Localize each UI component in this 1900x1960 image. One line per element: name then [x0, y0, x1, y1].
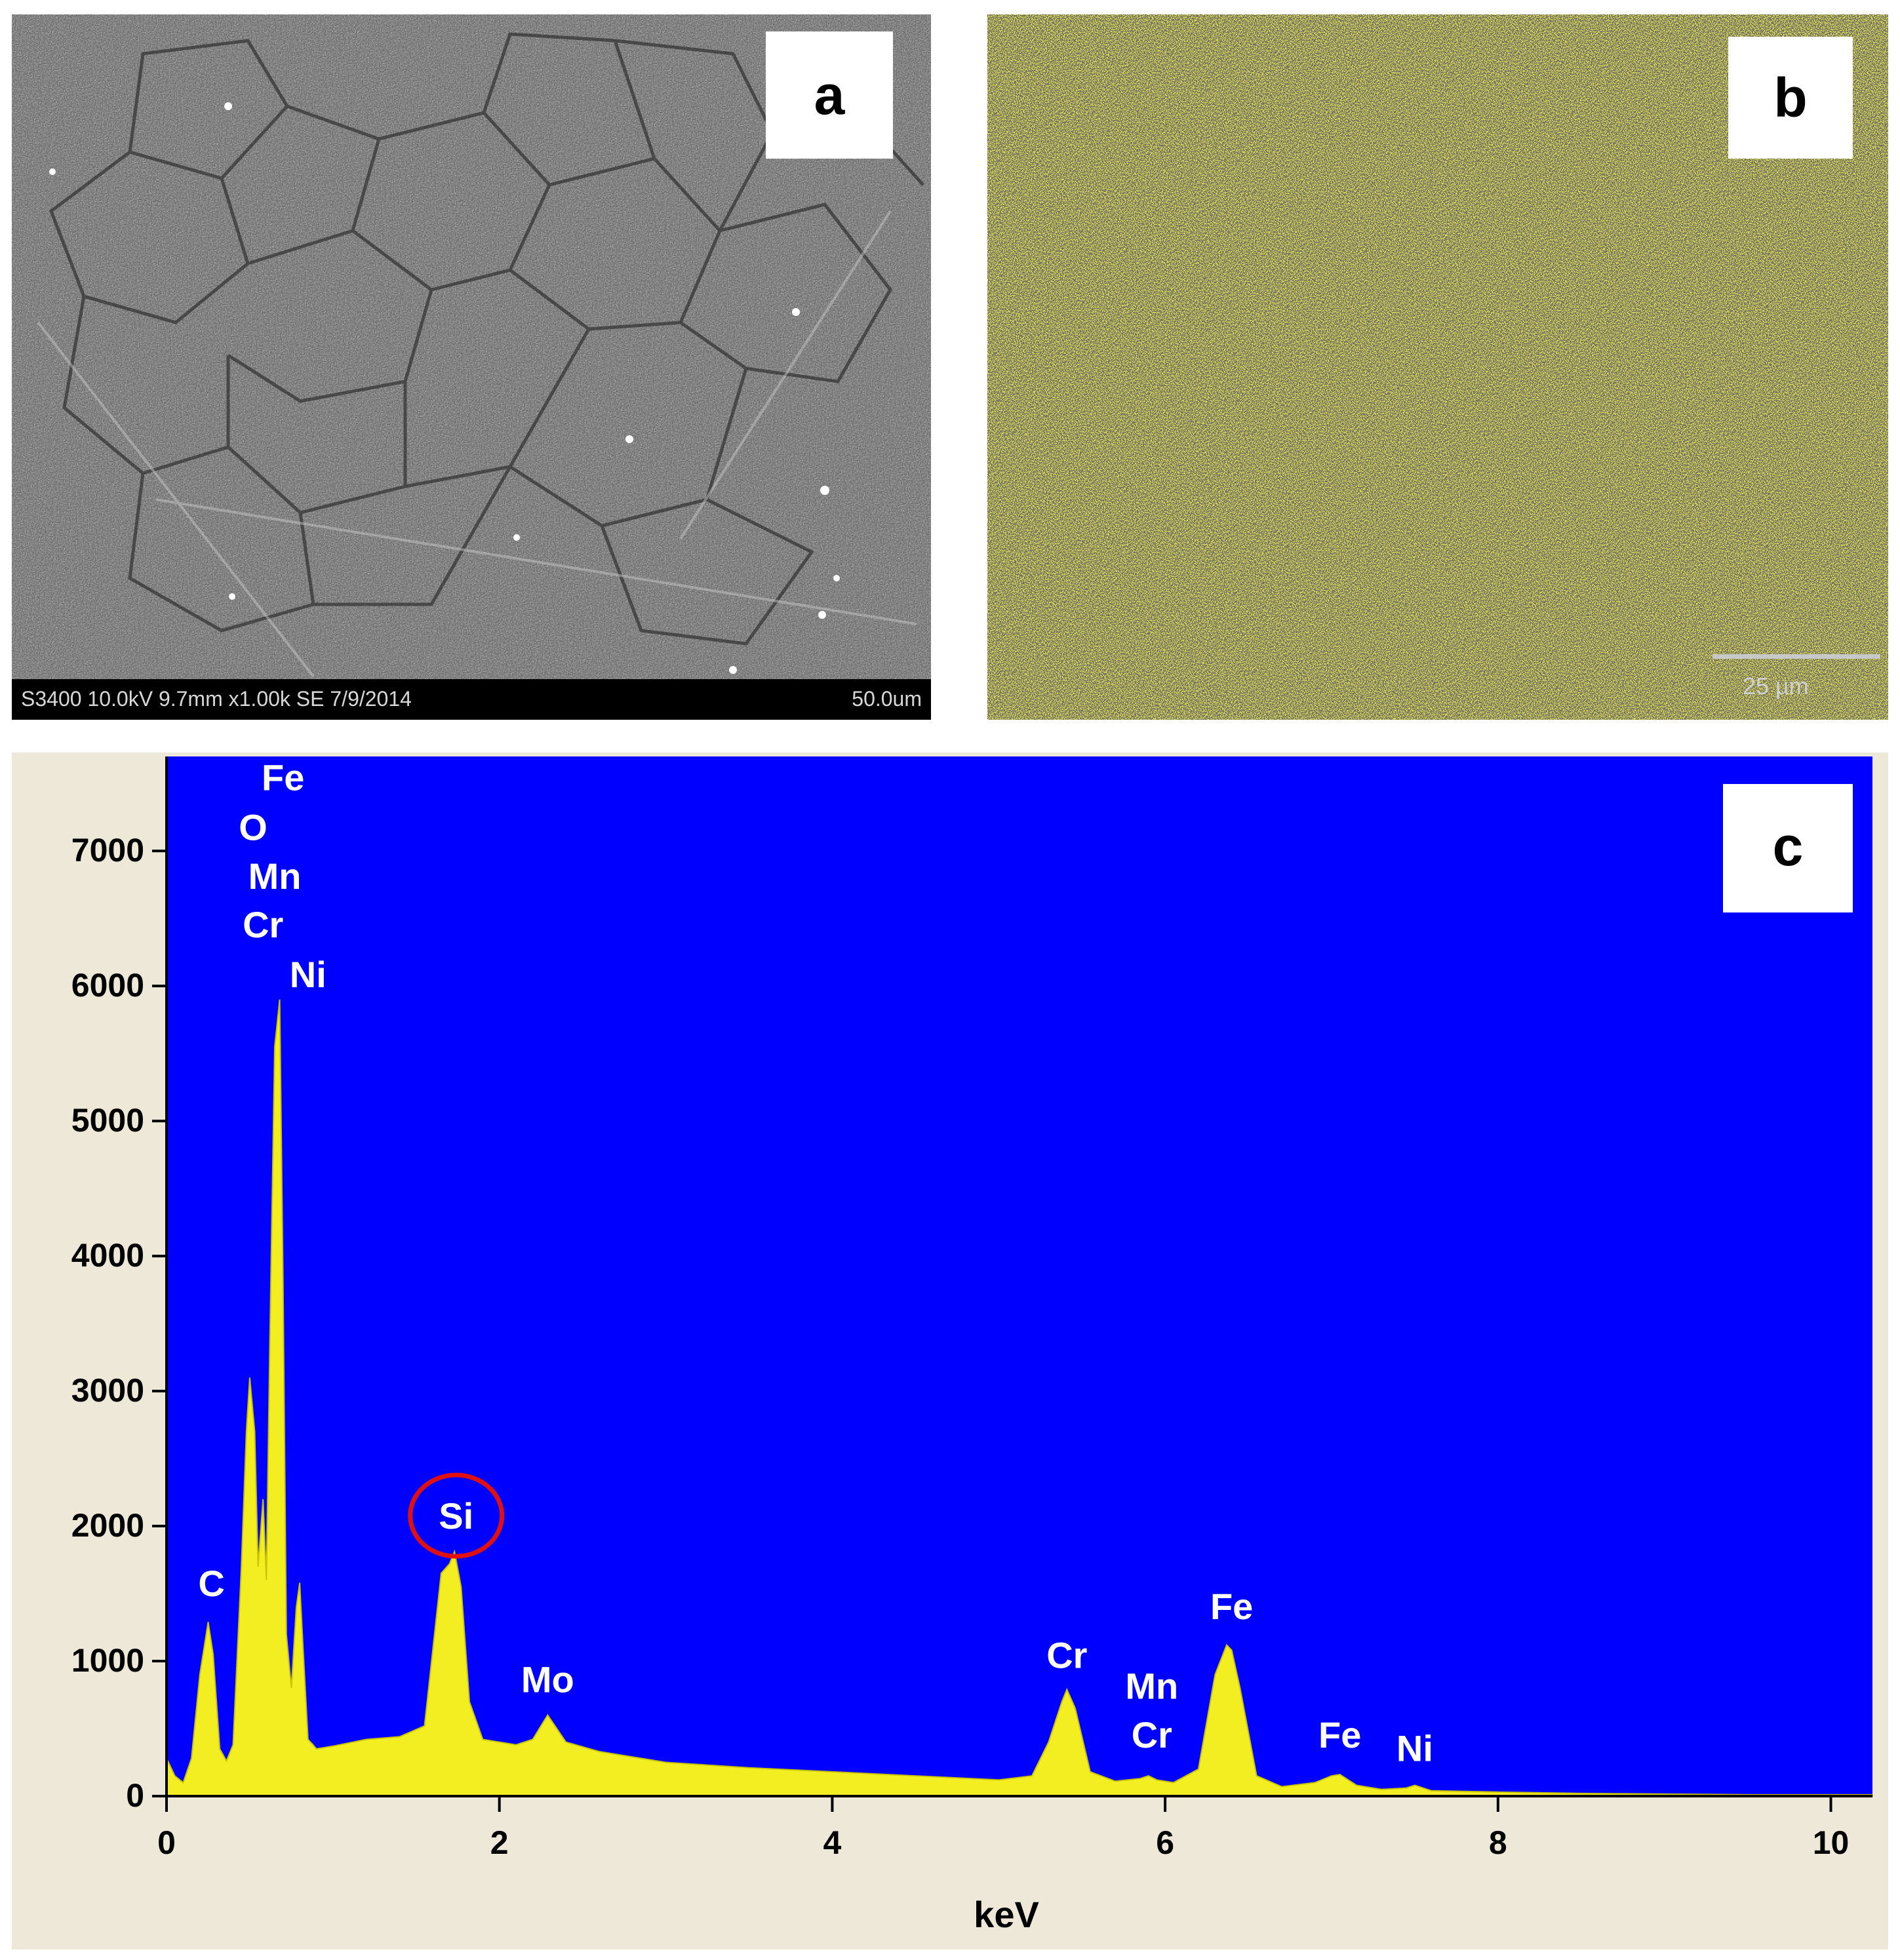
x-tick-label: 2	[490, 1824, 509, 1861]
peak-label: Si	[439, 1495, 473, 1537]
eds-spectrum-panel-c: 0 1000 2000 3000 4000 5000 6000 7000 0 2 4 6 8 10 keV …	[12, 753, 1888, 1950]
panel-a-label: a	[766, 31, 893, 159]
peak-label: C	[198, 1563, 224, 1604]
y-tick-label: 3000	[71, 1372, 144, 1409]
peak-label: Fe	[1318, 1714, 1361, 1755]
scale-bar-label: 25 µm	[1743, 673, 1809, 699]
peak-label: Mn	[248, 855, 302, 897]
sem-info-bar: S3400 10.0kV 9.7mm x1.00k SE 7/9/2014 50…	[12, 679, 931, 720]
y-tick-label: 5000	[71, 1102, 144, 1139]
y-tick-label: 0	[126, 1777, 144, 1814]
peak-label: Fe	[1210, 1586, 1253, 1627]
y-tick-label: 4000	[71, 1237, 144, 1274]
highlight-circle	[408, 1472, 505, 1559]
peak-label: Mo	[521, 1658, 574, 1700]
x-tick-label: 6	[1156, 1824, 1174, 1861]
spectrum-series-0	[166, 999, 1873, 1797]
peak-label: Ni	[1396, 1727, 1433, 1769]
y-tick-label: 2000	[71, 1507, 144, 1544]
peak-label: Cr	[1132, 1714, 1172, 1755]
peak-label: Cr	[1046, 1634, 1087, 1676]
y-tick-label: 7000	[71, 832, 144, 869]
panel-c-label: c	[1773, 815, 1804, 877]
eds-map-panel-b: b 25 µm	[987, 14, 1888, 720]
y-tick-label: 6000	[71, 967, 144, 1004]
sem-scale-label: 50.0um	[852, 687, 922, 711]
sem-image-panel-a: a S3400 10.0kV 9.7mm x1.00k SE 7/9/2014 …	[12, 14, 931, 720]
peak-label: Fe	[262, 756, 304, 798]
x-tick-label: 4	[823, 1824, 842, 1861]
x-tick-label: 8	[1489, 1824, 1507, 1861]
scale-bar	[1712, 654, 1880, 659]
peak-label: O	[239, 807, 267, 848]
plot-area	[167, 756, 1872, 1796]
x-tick-label: 10	[1813, 1824, 1850, 1861]
x-axis-label: keV	[974, 1894, 1039, 1935]
sem-acquisition-info: S3400 10.0kV 9.7mm x1.00k SE 7/9/2014	[21, 687, 412, 711]
y-tick-label: 1000	[71, 1642, 144, 1679]
peak-label: Mn	[1125, 1666, 1178, 1707]
panel-b-label: b	[1728, 37, 1853, 159]
peak-label: Cr	[243, 904, 283, 945]
panel-c-label-box	[1723, 784, 1853, 912]
x-tick-label: 0	[157, 1824, 176, 1861]
peak-label: Ni	[290, 954, 327, 995]
